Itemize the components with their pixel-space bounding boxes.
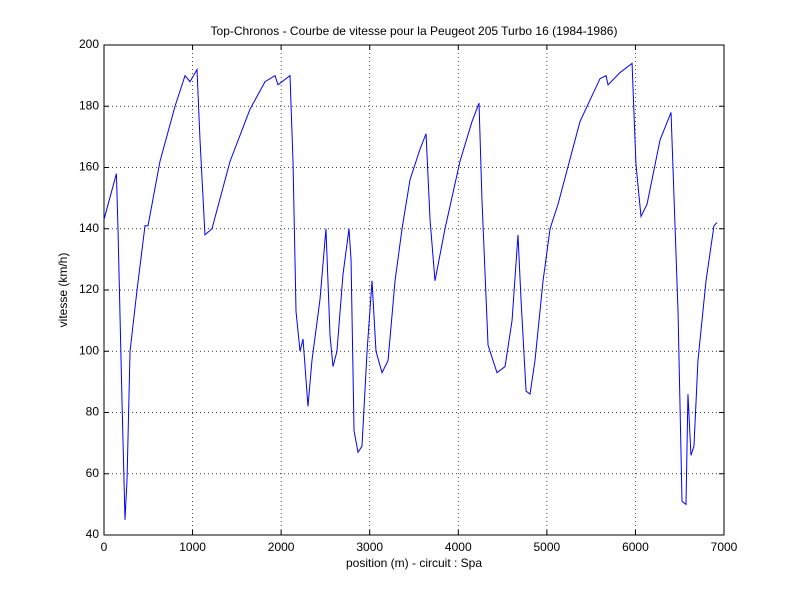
y-tick-label: 40 — [86, 527, 100, 541]
x-tick-label: 2000 — [268, 540, 295, 554]
x-tick-label: 1000 — [179, 540, 206, 554]
y-tick-label: 140 — [79, 221, 99, 235]
y-tick-label: 160 — [79, 160, 99, 174]
x-tick-label: 7000 — [711, 540, 738, 554]
axes-box — [103, 44, 725, 536]
y-axis-label: vitesse (km/h) — [56, 253, 70, 328]
y-tick-label: 180 — [79, 98, 99, 112]
x-axis-label: position (m) - circuit : Spa — [346, 556, 482, 570]
chart-title: Top-Chronos - Courbe de vitesse pour la … — [211, 24, 618, 38]
x-tick-label: 3000 — [356, 540, 383, 554]
x-tick-label: 4000 — [445, 540, 472, 554]
y-tick-label: 100 — [79, 343, 99, 357]
x-tick-label: 5000 — [534, 540, 561, 554]
y-tick-label: 200 — [79, 37, 99, 51]
x-tick-label: 0 — [101, 540, 108, 554]
x-tick-label: 6000 — [622, 540, 649, 554]
data-line — [103, 62, 718, 520]
y-tick-label: 120 — [79, 282, 99, 296]
y-tick-label: 80 — [86, 405, 100, 419]
y-tick-label: 60 — [86, 466, 100, 480]
